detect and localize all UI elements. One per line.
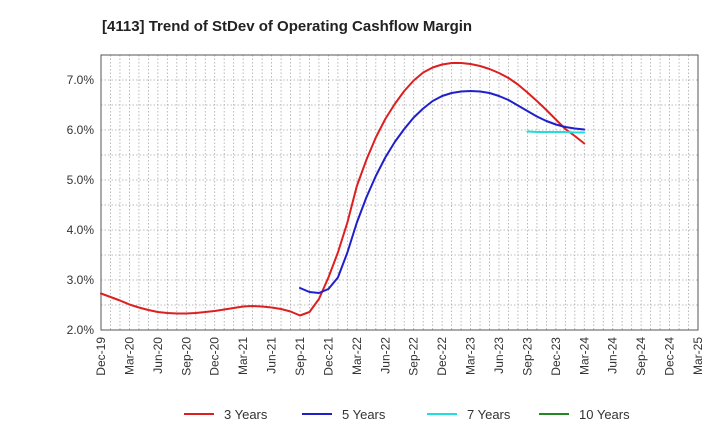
x-tick-label: Dec-19 — [94, 337, 108, 376]
y-axis: 2.0% 3.0% 4.0% 5.0% 6.0% 7.0% — [67, 73, 95, 337]
x-tick-label: Dec-23 — [549, 337, 563, 376]
x-tick-label: Mar-21 — [236, 337, 250, 375]
x-tick-label: Sep-24 — [634, 337, 648, 376]
plot-area — [101, 55, 698, 330]
x-tick-label: Mar-22 — [350, 337, 364, 375]
x-tick-label: Jun-20 — [151, 337, 165, 374]
y-tick-label: 5.0% — [67, 173, 95, 187]
legend-label-5-years: 5 Years — [342, 407, 386, 422]
x-axis: Dec-19 Mar-20 Jun-20 Sep-20 Dec-20 Mar-21 Jun-… — [94, 337, 705, 376]
series-line-7-years — [526, 130, 586, 134]
series-line-3-years — [100, 62, 586, 317]
legend-label-3-years: 3 Years — [224, 407, 268, 422]
series-lines — [100, 62, 586, 317]
x-tick-label: Mar-23 — [464, 337, 478, 375]
y-tick-label: 4.0% — [67, 223, 95, 237]
y-tick-label: 7.0% — [67, 73, 95, 87]
y-tick-label: 2.0% — [67, 323, 95, 337]
x-tick-label: Dec-20 — [208, 337, 222, 376]
x-tick-label: Jun-24 — [606, 337, 620, 374]
x-tick-label: Jun-23 — [492, 337, 506, 374]
legend-label-7-years: 7 Years — [467, 407, 511, 422]
x-tick-label: Dec-21 — [321, 337, 335, 376]
plot-frame — [100, 54, 699, 331]
x-tick-label: Jun-21 — [265, 337, 279, 374]
legend-label-10-years: 10 Years — [579, 407, 630, 422]
x-tick-label: Dec-22 — [435, 337, 449, 376]
x-tick-label: Sep-22 — [407, 337, 421, 376]
x-tick-label: Dec-24 — [663, 337, 677, 376]
x-tick-label: Sep-20 — [179, 337, 193, 376]
x-tick-label: Mar-20 — [122, 337, 136, 375]
x-tick-label: Sep-21 — [293, 337, 307, 376]
x-tick-label: Jun-22 — [378, 337, 392, 374]
legend: 3 Years 5 Years 7 Years 10 Years — [184, 407, 630, 422]
x-tick-label: Mar-24 — [577, 337, 591, 375]
x-tick-label: Sep-23 — [520, 337, 534, 376]
grid — [100, 54, 699, 331]
series-line-5-years — [299, 90, 586, 294]
y-tick-label: 3.0% — [67, 273, 95, 287]
y-tick-label: 6.0% — [67, 123, 95, 137]
x-tick-label: Mar-25 — [691, 337, 705, 375]
chart-title: [4113] Trend of StDev of Operating Cashf… — [102, 18, 472, 35]
